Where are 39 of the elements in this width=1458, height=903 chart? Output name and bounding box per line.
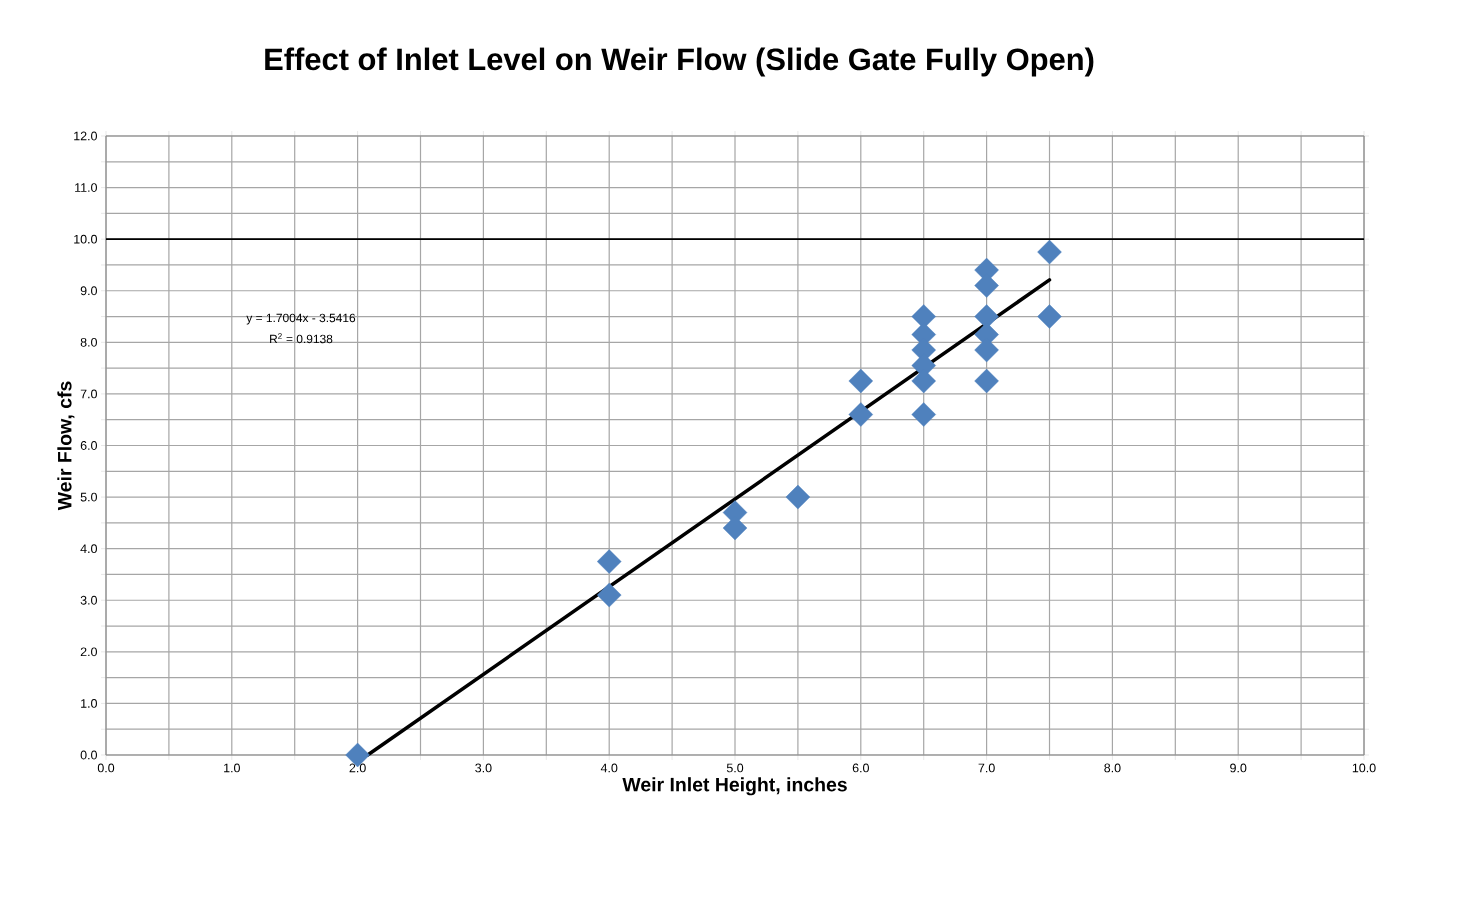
annotation: R$^{2}$ = 0.9138 [270, 333, 333, 344]
point [596, 582, 622, 608]
y-tick-label: 7.0 [80, 389, 97, 399]
y-tick-label: 9.0 [80, 286, 97, 296]
x-tick-label: 10.0 [1352, 763, 1376, 773]
y-tick-label: 1.0 [81, 699, 97, 708]
y-tick-label: 10.0 [74, 234, 97, 244]
point [596, 549, 622, 574]
annotation: y = 1.7004x - 3.5416 [246, 313, 356, 325]
x-tick-label: 7.0 [978, 763, 995, 773]
x-tick-label: 5.0 [726, 763, 744, 773]
x-tick-label: 8.0 [1104, 763, 1121, 773]
y-tick-label: 6.0 [80, 441, 97, 450]
x-tick-label: 1.0 [224, 763, 240, 773]
x-axis-title: Weir Inlet Height, inches [622, 777, 847, 796]
point [848, 368, 874, 394]
chart-title: Effect of Inlet Level on Weir Flow (Slide Gate Fully Open) [265, 47, 1094, 77]
y-tick-label: 5.0 [80, 492, 97, 502]
point [785, 484, 811, 510]
x-tick-label: 3.0 [475, 763, 492, 773]
point [848, 402, 874, 427]
x-tick-label: 4.0 [600, 763, 618, 773]
x-tick-label: 0.0 [97, 763, 115, 773]
point [911, 402, 936, 427]
x-tick-label: 6.0 [852, 763, 869, 773]
y-tick-label: 0.0 [80, 750, 97, 760]
point [974, 368, 999, 394]
y-tick-label: 2.0 [80, 647, 97, 657]
y-tick-label: 12.0 [74, 131, 97, 141]
y-tick-label: 8.0 [80, 337, 97, 347]
point [974, 304, 999, 329]
y-tick-label: 3.0 [80, 595, 97, 605]
point [1037, 239, 1062, 265]
x-tick-label: 2.0 [349, 763, 366, 773]
y-tick-label: 4.0 [80, 544, 97, 554]
point [1037, 304, 1062, 329]
x-tick-label: 9.0 [1230, 763, 1247, 773]
y-axis-title: Weir Flow, cfs [57, 381, 75, 511]
y-tick-label: 11.0 [75, 183, 97, 192]
